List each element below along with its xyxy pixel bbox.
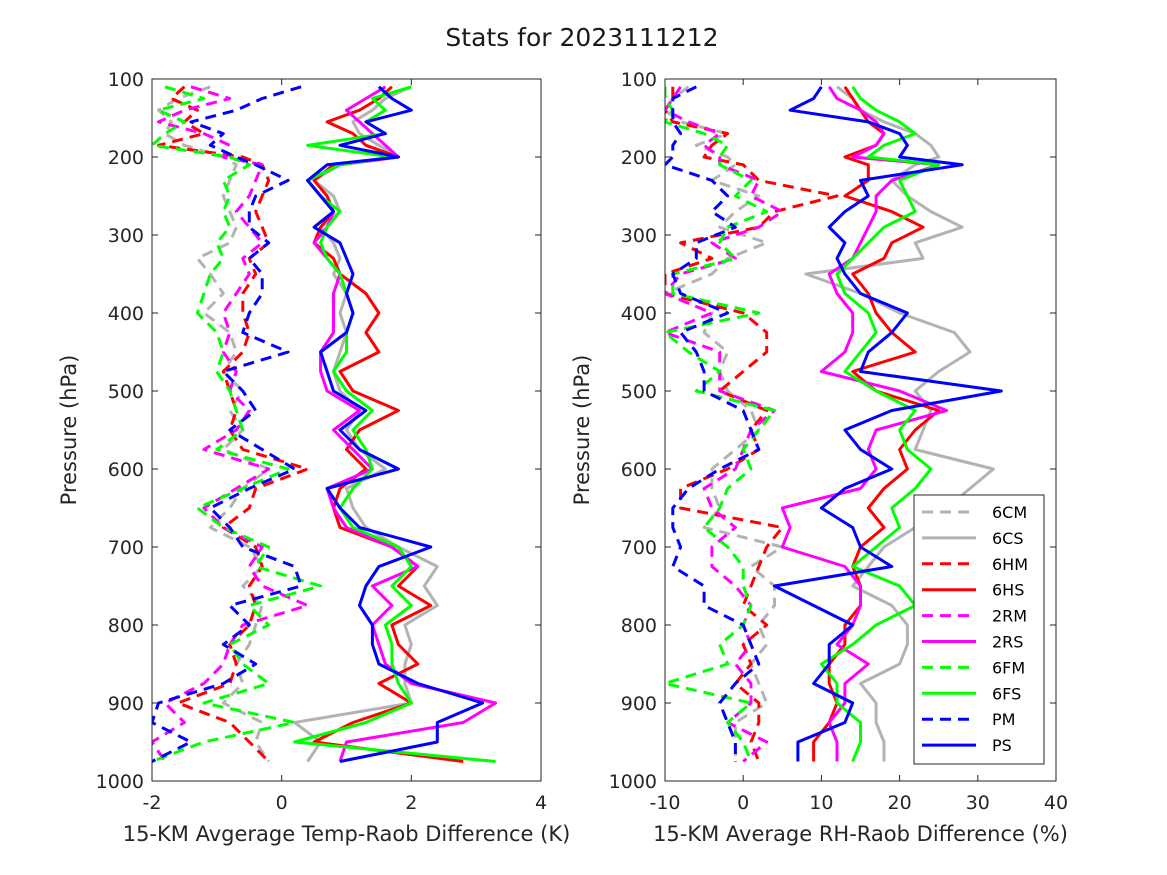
temp-x-tick-label: -2 [143,792,162,814]
rh-y-tick-label: 600 [621,459,657,481]
rh-y-tick-label: 1000 [609,771,657,793]
legend-label-6fs: 6FS [992,684,1021,703]
rh-ticks: -10 0 10 20 30 40 100 200 300 400 500 600 700 800 900 1… [609,69,1068,814]
rh-y-tick-label: 500 [621,381,657,403]
rh-series-6cm [665,85,784,762]
rh-y-tick-label: 200 [621,147,657,169]
temp-x-tick-label: 2 [405,792,417,814]
rh-series-ps [773,85,1003,762]
temp-series-pm [152,85,303,763]
temp-y-tick-label: 400 [108,303,144,325]
rh-x-tick-label: 10 [809,792,833,814]
legend-label-6fm: 6FM [992,658,1025,677]
temp-y-tick-label: 900 [108,693,144,715]
figure-title: Stats for 2023111212 [445,23,718,52]
legend-label-2rs: 2RS [992,633,1023,652]
rh-y-tick-label: 900 [621,693,657,715]
rh-y-tick-label: 400 [621,303,657,325]
temp-y-axis-label: Pressure (hPa) [57,355,81,506]
rh-panel: -10 0 10 20 30 40 100 200 300 400 500 600 700 800 900 1… [570,69,1068,846]
legend-label-pm: PM [992,710,1015,729]
rh-series-6fm [665,86,776,763]
rh-y-tick-label: 300 [621,225,657,247]
legend-label-2rm: 2RM [992,607,1027,626]
temp-y-tick-label: 1000 [96,771,144,793]
rh-y-axis-label: Pressure (hPa) [570,355,594,506]
temp-ticks: -2 0 2 4 100 200 300 400 500 600 700 800 900 1000 [96,69,547,814]
temp-series-ps [306,85,485,763]
temp-y-tick-label: 600 [108,459,144,481]
temp-y-tick-label: 700 [108,537,144,559]
temp-y-tick-label: 800 [108,615,144,637]
temp-series-6hm [157,85,310,763]
rh-axes-box [664,78,1057,782]
legend-label-6cs: 6CS [992,529,1024,548]
legend-box [913,494,1045,765]
temp-series-6fm [152,85,323,763]
temp-axes-box [151,78,542,782]
legend-label-6hs: 6HS [992,581,1024,600]
temp-panel: -2 0 2 4 100 200 300 400 500 600 700 800 900 1000 15-… [57,69,570,846]
legend-label-ps: PS [992,736,1012,755]
rh-x-tick-label: 20 [888,792,912,814]
rh-x-axis-label: 15-KM Average RH-Raob Difference (%) [653,822,1068,846]
rh-y-tick-label: 700 [621,537,657,559]
rh-series-2rm [665,85,784,763]
temp-x-tick-label: 4 [535,792,547,814]
temp-y-tick-label: 100 [108,69,144,91]
rh-plot-area [665,85,1003,763]
legend-label-6cm: 6CM [992,503,1027,522]
temp-x-tick-label: 0 [276,792,288,814]
rh-y-tick-label: 100 [621,69,657,91]
rh-x-tick-label: 0 [737,792,749,814]
temp-y-tick-label: 200 [108,147,144,169]
legend-label-6hm: 6HM [992,555,1028,574]
rh-series-pm [665,85,761,762]
temp-y-tick-label: 300 [108,225,144,247]
rh-y-tick-label: 800 [621,615,657,637]
rh-x-tick-label: 30 [966,792,990,814]
rh-x-tick-label: 40 [1044,792,1068,814]
rh-series-6fs [819,85,941,763]
rh-x-tick-label: -10 [649,792,680,814]
temp-y-tick-label: 500 [108,381,144,403]
temp-plot-area [152,85,498,763]
rh-series-6hm [665,86,839,763]
legend: 6CM 6CS 6HM 6HS 2RM 2RS 6FM 6FS PM PS [913,494,1045,765]
temp-x-axis-label: 15-KM Avgerage Temp-Raob Difference (K) [123,822,571,846]
